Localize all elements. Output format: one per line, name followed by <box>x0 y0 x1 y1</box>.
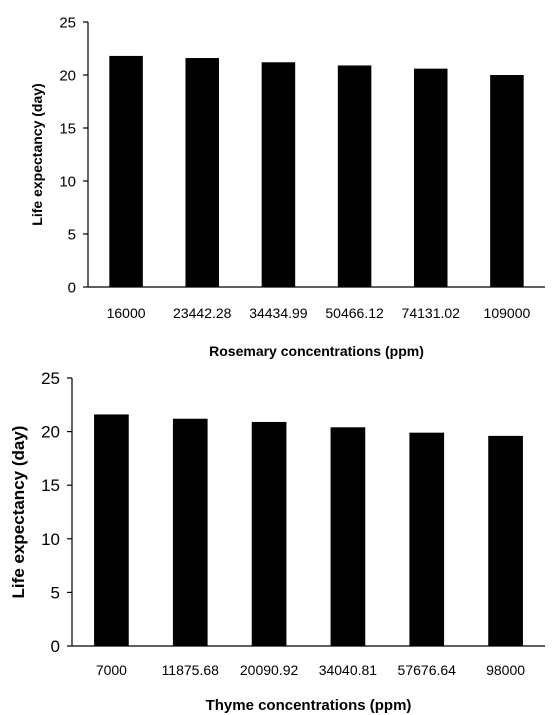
bar <box>409 432 445 646</box>
y-tick-label: 10 <box>59 173 76 190</box>
x-tick-label: 16000 <box>107 305 146 321</box>
y-tick-label: 10 <box>41 530 60 549</box>
bar <box>185 58 220 287</box>
bar <box>490 75 524 287</box>
x-tick-label: 50466.12 <box>325 305 384 321</box>
y-tick-label: 15 <box>41 476 60 495</box>
y-tick-label: 5 <box>68 226 76 243</box>
y-tick-label: 5 <box>51 583 60 602</box>
x-tick-label: 74131.02 <box>402 305 461 321</box>
x-tick-label: 7000 <box>96 662 127 678</box>
y-tick-label: 0 <box>51 637 60 656</box>
x-axis-title: Thyme concentrations (ppm) <box>206 697 412 714</box>
rosemary-chart: 0 5 10 15 20 25 16000 23442.28 34434.99 50466.12 7… <box>29 14 545 359</box>
x-tick-label: 98000 <box>486 662 525 678</box>
x-tick-label: 23442.28 <box>173 305 232 321</box>
x-tick-label: 20090.92 <box>240 662 299 678</box>
thyme-chart: 0 5 10 15 20 25 7000 11875.68 20090.92 34040.81 57… <box>9 369 545 714</box>
bar <box>488 435 523 646</box>
y-tick-label: 0 <box>68 279 76 296</box>
x-tick-label: 57676.64 <box>398 662 457 678</box>
bar <box>109 55 143 287</box>
y-axis-title: Life expectancy (day) <box>9 426 28 599</box>
x-tick-label: 34040.81 <box>319 662 378 678</box>
bar <box>261 62 296 287</box>
bar <box>330 427 366 646</box>
bar <box>337 65 372 288</box>
y-tick-label: 20 <box>59 67 76 84</box>
x-tick-label: 11875.68 <box>162 662 220 678</box>
bar <box>251 421 287 646</box>
bar <box>172 418 208 646</box>
y-tick-label: 25 <box>59 14 76 31</box>
y-tick-label: 15 <box>59 120 76 137</box>
x-tick-label: 34434.99 <box>249 305 308 321</box>
x-axis-title: Rosemary concentrations (ppm) <box>209 343 424 359</box>
y-tick-label: 20 <box>41 423 60 442</box>
bar <box>94 414 129 646</box>
bar <box>413 68 448 287</box>
x-tick-label: 109000 <box>484 305 531 321</box>
y-tick-label: 25 <box>41 369 60 388</box>
y-axis-title: Life expectancy (day) <box>29 83 45 225</box>
